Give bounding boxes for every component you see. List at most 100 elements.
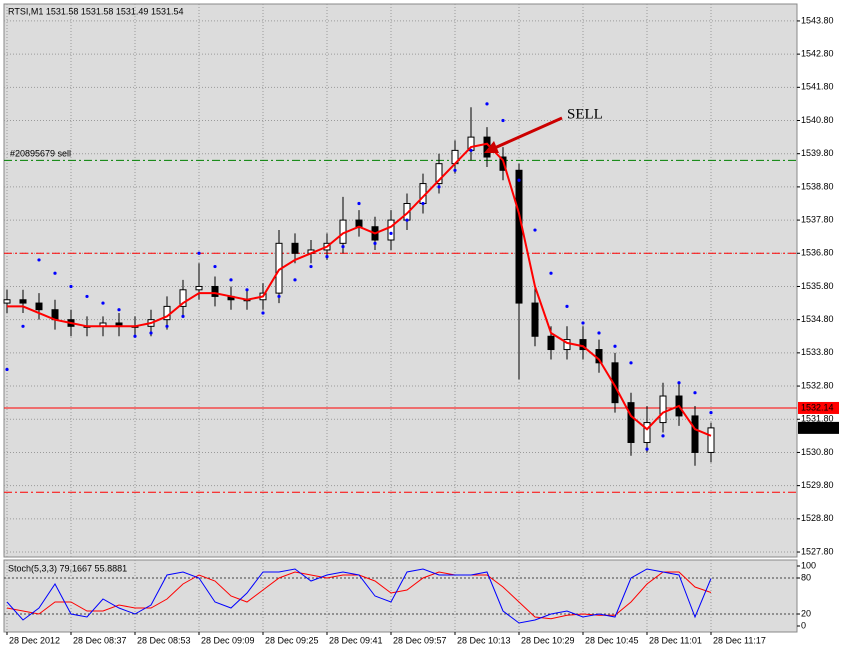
annotation: SELL [567, 106, 603, 122]
x-tick-label: 28 Dec 10:13 [457, 635, 511, 645]
sar-dot [597, 331, 601, 335]
price-tag [798, 421, 839, 434]
ma-line [7, 142, 712, 437]
candle-body [515, 169, 523, 304]
y-tick-label: 1537.80 [801, 214, 834, 224]
sar-dot [437, 185, 441, 189]
sar-dot [533, 228, 537, 232]
candle-body [627, 402, 635, 443]
sar-dot [101, 301, 105, 305]
sar-dot [197, 251, 201, 255]
y-tick-label: 1528.80 [801, 513, 834, 523]
sar-dot [117, 308, 121, 312]
y-tick-label: 1532.80 [801, 380, 834, 390]
candle-body [35, 302, 43, 311]
sar-dot [581, 321, 585, 325]
y-tick-label: 1542.80 [801, 48, 834, 58]
stoch-title: Stoch(5,3,3) 79.1667 55.8881 [8, 563, 127, 573]
sar-dot [309, 264, 313, 269]
sar-dot [213, 264, 217, 269]
marks [3, 4, 839, 635]
y-tick-label: 100 [801, 560, 816, 570]
sar-dot [261, 311, 265, 315]
sar-dot [341, 245, 345, 249]
candle-body [563, 339, 571, 351]
level-tag-label: 1532.14 [801, 402, 834, 412]
candle-body [547, 335, 555, 351]
y-tick-label: 0 [801, 620, 806, 630]
level-label: #20895679 sell [10, 149, 71, 159]
y-tick-label: 1536.80 [801, 248, 834, 258]
sar-dot [661, 434, 665, 438]
sar-dot [149, 331, 153, 335]
sar-dot [517, 178, 521, 182]
sar-dot [469, 148, 473, 152]
sar-dot [485, 102, 489, 106]
x-tick-label: 28 Dec 11:01 [649, 635, 702, 645]
sar-dot [325, 255, 329, 259]
sar-dot [165, 324, 169, 328]
sar-dot [5, 367, 9, 372]
sar-dot [453, 168, 457, 172]
sar-dot [629, 361, 633, 365]
y-tick-label: 1531.80 [801, 414, 834, 424]
x-tick-label: 28 Dec 09:57 [393, 635, 447, 645]
sar-dot [181, 314, 185, 318]
sar-dot [53, 271, 57, 275]
arrow-head [484, 141, 499, 153]
sar-dot [549, 271, 553, 275]
sar-dot [37, 258, 41, 262]
x-tick-label: 28 Dec 10:45 [585, 635, 639, 645]
sar-dot [69, 284, 73, 289]
candle-body [531, 302, 539, 337]
candle-body [387, 219, 395, 241]
candle-body [435, 163, 443, 185]
sar-dot [245, 288, 249, 292]
sar-dot [677, 381, 681, 385]
sar-dot [373, 241, 377, 245]
candle-body [691, 415, 699, 453]
sar-dot [293, 278, 297, 282]
y-tick-label: 1533.80 [801, 347, 834, 357]
x-tick-label: 28 Dec 09:25 [265, 635, 319, 645]
x-tick-label: 28 Dec 09:41 [329, 635, 383, 645]
y-tick-label: 1539.80 [801, 148, 834, 158]
candle-body [211, 285, 219, 297]
y-tick-label: 20 [801, 608, 811, 618]
x-tick-label: 28 Dec 09:09 [201, 635, 255, 645]
candle-body [291, 242, 299, 254]
x-tick-label: 28 Dec 11:17 [713, 635, 766, 645]
stoch-main [6, 568, 712, 624]
sar-dot [693, 391, 697, 395]
x-tick-label: 28 Dec 08:53 [137, 635, 191, 645]
level-tag [798, 401, 839, 414]
candle-body [179, 289, 187, 307]
x-tick-label: 28 Dec 2012 [9, 635, 60, 645]
sar-dot [709, 411, 713, 415]
sar-dot [229, 278, 233, 282]
y-tick-label: 1529.80 [801, 480, 834, 490]
x-tick-label: 28 Dec 10:29 [521, 635, 575, 645]
candle-body [579, 339, 587, 351]
y-tick-label: 1530.80 [801, 447, 834, 457]
y-tick-label: 1541.80 [801, 82, 834, 92]
candle-body [643, 422, 651, 443]
sar-dot [501, 118, 505, 123]
y-tick-label: 1543.80 [801, 15, 834, 25]
y-tick-label: 1540.80 [801, 115, 834, 125]
sar-dot [85, 294, 89, 299]
annotation-arrow [489, 116, 563, 152]
sar-dot [277, 294, 281, 299]
sar-dot [21, 324, 25, 328]
sar-dot [133, 334, 137, 338]
y-tick-label: 1527.80 [801, 546, 834, 556]
sar-dot [389, 231, 393, 235]
sar-dot [357, 201, 361, 206]
x-tick-label: 28 Dec 08:37 [73, 635, 127, 645]
sar-dot [613, 344, 617, 348]
candle-body [3, 299, 11, 304]
sar-dot [405, 218, 409, 222]
candle-body [659, 395, 667, 424]
price-tag-label: 1531.54 [801, 422, 834, 432]
